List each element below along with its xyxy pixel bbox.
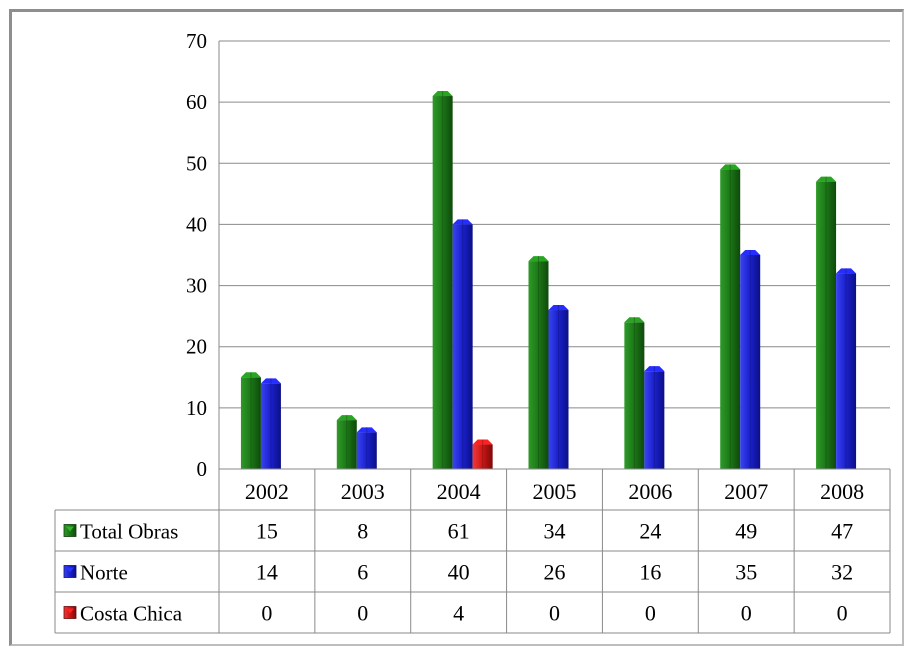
- legend-label: Total Obras: [80, 520, 178, 544]
- bar-total-obras-2005: [529, 256, 549, 469]
- table-cell-value: 16: [639, 560, 661, 585]
- y-tick-label: 20: [186, 335, 207, 359]
- table-cell-value: 40: [448, 560, 470, 585]
- bar-total-obras-2003: [337, 415, 357, 469]
- table-cell-value: 15: [256, 519, 278, 544]
- bar-norte-2005: [549, 305, 569, 469]
- table-cell-value: 49: [735, 519, 757, 544]
- table-cell-value: 4: [453, 601, 464, 626]
- table-cell-value: 61: [448, 519, 470, 544]
- x-tick-label: 2007: [724, 479, 768, 504]
- y-tick-label: 0: [197, 457, 208, 481]
- table-cell-value: 34: [544, 519, 566, 544]
- x-tick-label: 2004: [437, 479, 481, 504]
- legend-key-costa-chica: [64, 607, 76, 619]
- x-tick-label: 2005: [533, 479, 577, 504]
- table-cell-value: 24: [639, 519, 661, 544]
- x-tick-label: 2002: [245, 479, 289, 504]
- x-tick-label: 2006: [628, 479, 672, 504]
- bar-costa-chica-2004: [473, 440, 493, 469]
- bar-norte-2006: [644, 366, 664, 469]
- y-tick-label: 10: [186, 396, 207, 420]
- x-tick-label: 2008: [820, 479, 864, 504]
- table-cell-value: 6: [357, 560, 368, 585]
- bar-total-obras-2002: [241, 372, 261, 469]
- table-cell-value: 35: [735, 560, 757, 585]
- bar-norte-2008: [836, 268, 856, 469]
- bar-norte-2004: [453, 219, 473, 469]
- table-cell-value: 0: [741, 601, 752, 626]
- bar-norte-2002: [261, 378, 281, 469]
- table-cell-value: 47: [831, 519, 853, 544]
- y-tick-label: 50: [186, 151, 207, 175]
- bar-norte-2003: [357, 427, 377, 469]
- bar-total-obras-2004: [433, 91, 453, 469]
- table-cell-value: 0: [837, 601, 848, 626]
- y-tick-label: 30: [186, 274, 207, 298]
- legend-key-norte: [64, 566, 76, 578]
- x-tick-label: 2003: [341, 479, 385, 504]
- table-cell-value: 0: [645, 601, 656, 626]
- table-cell-value: 14: [256, 560, 278, 585]
- table-cell-value: 8: [357, 519, 368, 544]
- legend-label: Costa Chica: [80, 602, 183, 626]
- table-cell-value: 32: [831, 560, 853, 585]
- table-cell-value: 0: [261, 601, 272, 626]
- table-cell-value: 0: [357, 601, 368, 626]
- bar-total-obras-2008: [816, 177, 836, 469]
- y-tick-label: 70: [186, 29, 207, 53]
- legend-label: Norte: [80, 561, 128, 585]
- table-cell-value: 26: [544, 560, 566, 585]
- y-tick-label: 60: [186, 90, 207, 114]
- y-tick-label: 40: [186, 212, 207, 236]
- bar-total-obras-2006: [624, 317, 644, 469]
- table-cell-value: 0: [549, 601, 560, 626]
- bar-norte-2007: [740, 250, 760, 469]
- legend-key-total-obras: [64, 525, 76, 537]
- bar-total-obras-2007: [720, 164, 740, 469]
